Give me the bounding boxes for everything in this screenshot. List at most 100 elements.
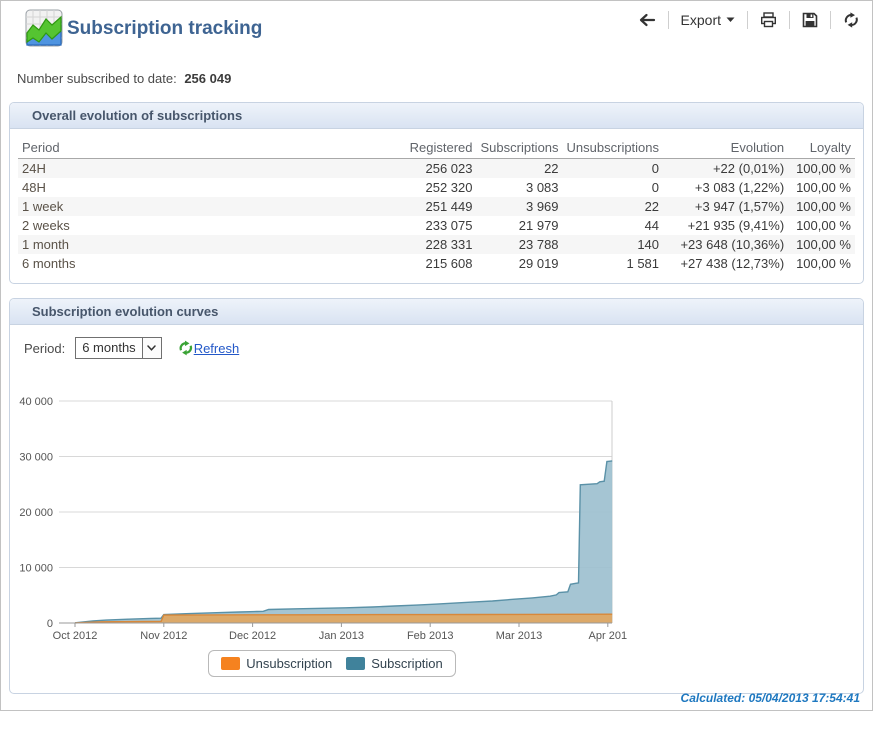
refresh-link-label: Refresh xyxy=(193,340,240,356)
col-evolution: Evolution xyxy=(663,137,789,159)
svg-text:Feb 2013: Feb 2013 xyxy=(407,630,453,642)
overall-evolution-table: Period Registered Subscriptions Unsubscr… xyxy=(18,137,855,273)
back-button[interactable] xyxy=(634,11,660,29)
page-title: Subscription tracking xyxy=(67,18,263,39)
col-loyalty: Loyalty xyxy=(788,137,855,159)
subscription-chart-icon xyxy=(25,9,63,50)
cell-period: 1 month xyxy=(18,235,402,254)
col-unsubscriptions: Unsubscriptions xyxy=(562,137,664,159)
cell-subscriptions: 3 083 xyxy=(525,180,559,195)
col-subscriptions: Subscriptions xyxy=(476,137,563,159)
evolution-chart: 0 10 000 20 000 30 000 40 000 Oct 2012 Nov 201… xyxy=(19,396,627,642)
evolution-curves-title: Subscription evolution curves xyxy=(10,299,863,325)
cell-period: 2 weeks xyxy=(22,218,70,233)
toolbar-separator xyxy=(830,11,831,29)
toolbar-separator xyxy=(747,11,748,29)
table-row: 1 week 251 449 3 969 22 +3 947 (1,57%) 1… xyxy=(18,197,855,216)
cell-period: 1 week xyxy=(18,197,402,216)
legend-item-unsubscription: Unsubscription xyxy=(221,656,332,671)
unsubscription-swatch xyxy=(221,657,241,670)
print-icon xyxy=(761,12,777,28)
cell-registered: 233 075 xyxy=(425,218,473,233)
subscription-table-body: 24H 256 023 22 0 +22 (0,01%) 100,00 % 48… xyxy=(18,158,855,274)
subscribed-summary-label: Number subscribed to date: xyxy=(17,71,177,86)
chart-controls: Period: 6 months Refresh xyxy=(10,325,863,363)
table-row: 24H 256 023 22 0 +22 (0,01%) 100,00 % xyxy=(18,158,855,178)
chevron-down-icon xyxy=(147,345,156,351)
cell-period: 6 months xyxy=(22,256,76,271)
cell-loyalty: 100,00 % xyxy=(796,256,851,271)
subscription-swatch xyxy=(346,657,366,670)
refresh-icon xyxy=(179,340,192,356)
cell-evolution: +3 947 (1,57%) xyxy=(663,197,789,216)
period-select[interactable]: 6 months xyxy=(75,337,162,359)
period-label: Period: xyxy=(24,340,66,356)
overall-evolution-panel: Overall evolution of subscriptions Perio… xyxy=(9,102,864,284)
cell-subscriptions: 3 969 xyxy=(476,197,563,216)
overall-evolution-title: Overall evolution of subscriptions xyxy=(10,103,863,129)
svg-text:Nov 2012: Nov 2012 xyxy=(140,630,187,642)
svg-text:Dec 2012: Dec 2012 xyxy=(229,630,276,642)
svg-text:10 000: 10 000 xyxy=(19,563,53,575)
cell-unsubscriptions: 44 xyxy=(644,218,660,233)
cell-subscriptions: 29 019 xyxy=(518,256,559,271)
table-header-row: Period Registered Subscriptions Unsubscr… xyxy=(18,137,855,159)
cell-registered: 215 608 xyxy=(425,256,473,271)
cell-period: 24H xyxy=(18,158,402,178)
legend-box: Unsubscription Subscription xyxy=(208,650,456,677)
cell-period: 48H xyxy=(22,180,46,195)
save-icon xyxy=(802,12,818,28)
print-button[interactable] xyxy=(756,10,781,30)
cell-subscriptions: 21 979 xyxy=(518,218,559,233)
cell-loyalty: 100,00 % xyxy=(788,235,855,254)
chart-legend: Unsubscription Subscription xyxy=(12,650,652,677)
col-registered: Registered xyxy=(401,137,477,159)
svg-text:Oct 2012: Oct 2012 xyxy=(53,630,98,642)
table-row: 6 months 215 608 29 019 1 581 +27 438 (1… xyxy=(18,254,855,273)
subscribed-summary-value: 256 049 xyxy=(184,71,232,86)
toolbar: Export xyxy=(634,7,864,33)
cell-subscriptions: 22 xyxy=(476,158,563,178)
cell-evolution: +23 648 (10,36%) xyxy=(663,235,789,254)
save-button[interactable] xyxy=(798,10,822,30)
svg-text:Mar 2013: Mar 2013 xyxy=(496,630,542,642)
svg-text:30 000: 30 000 xyxy=(19,452,53,464)
svg-text:Jan 2013: Jan 2013 xyxy=(319,630,364,642)
export-caret-icon xyxy=(726,17,735,22)
legend-label-subscription: Subscription xyxy=(371,656,443,671)
cell-registered: 252 320 xyxy=(425,180,473,195)
overall-evolution-table-wrap: Period Registered Subscriptions Unsubscr… xyxy=(10,129,863,283)
subscribed-summary: Number subscribed to date: 256 049 xyxy=(1,57,872,96)
cell-evolution: +3 083 (1,22%) xyxy=(694,180,785,195)
cell-subscriptions: 23 788 xyxy=(476,235,563,254)
toolbar-separator xyxy=(789,11,790,29)
cell-registered: 228 331 xyxy=(401,235,477,254)
cell-unsubscriptions: 1 581 xyxy=(626,256,660,271)
page-header: Subscription tracking Export xyxy=(1,1,872,57)
table-row: 2 weeks 233 075 21 979 44 +21 935 (9,41%… xyxy=(18,216,855,235)
toolbar-separator xyxy=(667,11,669,29)
legend-item-subscription: Subscription xyxy=(346,656,443,671)
evolution-curves-panel: Subscription evolution curves Period: 6 … xyxy=(9,298,864,694)
period-select-value: 6 months xyxy=(82,340,136,355)
cell-unsubscriptions: 140 xyxy=(562,235,664,254)
cell-evolution: +27 438 (12,73%) xyxy=(680,256,785,271)
cell-loyalty: 100,00 % xyxy=(796,180,851,195)
subscription-tracking-page: Subscription tracking Export xyxy=(0,0,873,711)
table-row: 1 month 228 331 23 788 140 +23 648 (10,3… xyxy=(18,235,855,254)
back-icon xyxy=(639,13,655,27)
reload-button[interactable] xyxy=(839,10,864,30)
period-select-button[interactable] xyxy=(141,338,161,358)
cell-registered: 256 023 xyxy=(401,158,477,178)
chart-block: 0 10 000 20 000 30 000 40 000 Oct 2012 Nov 201… xyxy=(10,363,863,646)
calculated-timestamp: Calculated: 05/04/2013 17:54:41 xyxy=(680,691,860,705)
refresh-link[interactable]: Refresh xyxy=(178,340,240,356)
svg-text:20 000: 20 000 xyxy=(19,507,53,519)
legend-label-unsubscription: Unsubscription xyxy=(246,656,333,671)
col-period: Period xyxy=(18,137,402,159)
svg-text:40 000: 40 000 xyxy=(19,396,53,408)
cell-unsubscriptions: 0 xyxy=(562,158,664,178)
cell-evolution: +22 (0,01%) xyxy=(663,158,789,178)
cell-loyalty: 100,00 % xyxy=(796,218,851,233)
export-button[interactable]: Export xyxy=(677,10,739,30)
